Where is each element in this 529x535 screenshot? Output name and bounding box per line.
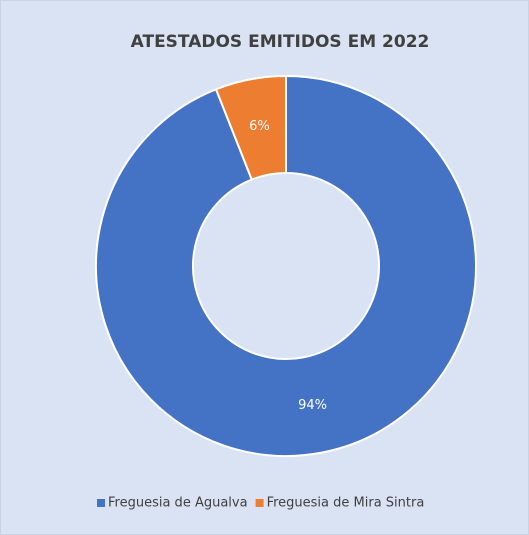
doughnut-segment: [214, 74, 287, 181]
legend-label: Freguesia de Mira Sintra: [267, 496, 425, 511]
data-label: 94%: [298, 398, 327, 413]
legend-label: Freguesia de Agualva: [108, 496, 248, 511]
legend-swatch: [255, 499, 264, 507]
legend-swatch: [97, 499, 105, 507]
data-label: 6%: [249, 119, 270, 134]
chart-title: ATESTADOS EMITIDOS EM 2022: [131, 32, 430, 52]
doughnut-segment: [95, 74, 477, 457]
